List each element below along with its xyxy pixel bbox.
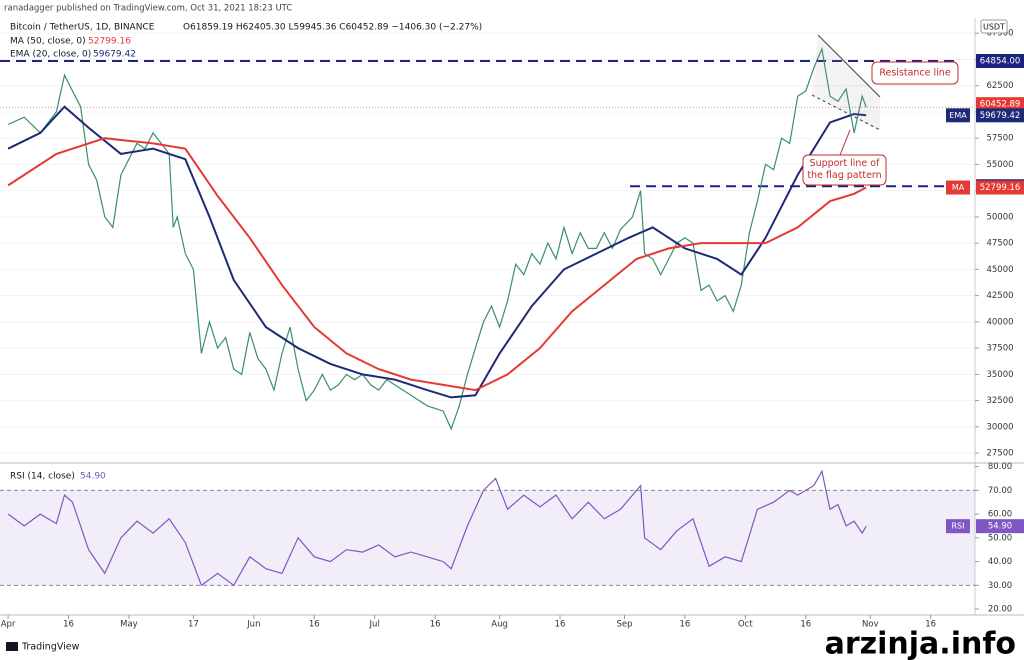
x-tick-label: 16 — [925, 620, 936, 630]
price-tag-label: 59679.42 — [980, 111, 1021, 121]
y-tick-label: 20.00 — [988, 605, 1012, 615]
y-tick-label: 60.00 — [988, 510, 1012, 520]
symbol: Bitcoin / TetherUS, 1D, BINANCE — [10, 23, 155, 33]
x-tick-label: May — [120, 620, 138, 630]
y-tick-label: 32500 — [986, 396, 1013, 406]
price-tag — [976, 108, 1024, 123]
logo-icon — [6, 642, 18, 651]
price-tag-label: 60452.89 — [980, 100, 1021, 110]
y-tick-label: 67500 — [986, 29, 1013, 39]
x-tick-label: Nov — [862, 620, 879, 630]
support-text-box: Support line of the flag pattern — [807, 158, 882, 181]
y-tick-label: 50.00 — [988, 533, 1012, 543]
y-tick-label: 45000 — [986, 265, 1013, 275]
rsi-band — [0, 490, 975, 586]
y-tick-label: 30.00 — [988, 581, 1012, 591]
x-tick-label: 16 — [555, 620, 566, 630]
x-tick-label: 16 — [430, 620, 441, 630]
x-tick-label: 16 — [680, 620, 691, 630]
ma-legend: MA (50, close, 0) — [10, 37, 86, 47]
ema-legend-value: 59679.42 — [93, 50, 136, 60]
series-line — [7, 137, 867, 392]
resistance-callout — [871, 61, 959, 85]
rsi-legend: RSI (14, close) — [10, 472, 75, 482]
y-tick-label: 50000 — [986, 212, 1013, 222]
x-tick-label: 16 — [800, 620, 811, 630]
y-tick-label: 70.00 — [988, 486, 1012, 496]
x-tick-label: Aug — [491, 620, 508, 630]
support-text: Support line of the flag pattern — [807, 158, 882, 181]
flag-shade — [812, 35, 880, 130]
publisher: ranadagger published on TradingView.com,… — [4, 4, 292, 14]
rsi-tag-name: RSI — [952, 522, 965, 531]
y-tick-label: 47500 — [986, 239, 1013, 249]
flag-lower-line — [811, 94, 881, 131]
x-tick-label: Jul — [369, 620, 380, 630]
ema-legend: EMA (20, close, 0) — [10, 50, 91, 60]
y-tick-label: 62500 — [986, 81, 1013, 91]
price-tag-label: 64854.00 — [980, 56, 1021, 66]
y-tick-label: 40.00 — [988, 557, 1012, 567]
currency: USDT — [983, 23, 1005, 32]
y-tick-label: 37500 — [986, 344, 1013, 354]
y-tick-label: 27500 — [986, 449, 1013, 459]
support-callout — [802, 154, 887, 186]
y-tick-label: 80.00 — [988, 462, 1012, 472]
series-line — [7, 469, 867, 587]
x-tick-label: 16 — [63, 620, 74, 630]
x-tick-label: Apr — [1, 620, 16, 630]
series-tag-name: EMA — [949, 111, 967, 120]
rsi-tag-box — [976, 519, 1024, 534]
support-pointer — [839, 129, 851, 156]
price-tag — [976, 180, 1024, 195]
y-tick-label: 40000 — [986, 317, 1013, 327]
y-tick-label: 55000 — [986, 160, 1013, 170]
series-tag-name: MA — [952, 183, 965, 192]
price-tag — [976, 53, 1024, 68]
x-tick-label: 17 — [188, 620, 199, 630]
flag-upper-line — [817, 34, 881, 98]
y-tick-label: 57500 — [986, 134, 1013, 144]
ma-legend-value: 52799.16 — [88, 37, 131, 47]
rsi-tag-name-box — [946, 519, 970, 534]
series-tag-name-box — [946, 180, 970, 195]
resistance-text: Resistance line — [879, 68, 951, 79]
x-tick-label: Oct — [738, 620, 753, 630]
x-tick-label: Jun — [246, 620, 260, 630]
series-tag-name-box — [946, 108, 970, 123]
y-tick-label: 35000 — [986, 370, 1013, 380]
currency-box — [980, 19, 1008, 34]
x-tick-label: Sep — [616, 620, 632, 630]
footer-logo: TradingView — [21, 642, 80, 653]
layers: 27500 30000 32500 35000 37500 40000 42500 45000… — [0, 29, 1024, 630]
ohlc: O61859.19 H62405.30 L59945.36 C60452.89 … — [183, 23, 482, 33]
rsi-tag-label: 54.90 — [988, 522, 1012, 532]
price-tag-label: 52799.16 — [980, 183, 1021, 193]
y-tick-label: 42500 — [986, 291, 1013, 301]
series-line — [7, 105, 867, 399]
y-tick-label: 30000 — [986, 422, 1013, 432]
watermark: arzinja.info — [825, 627, 1016, 660]
x-tick-label: 16 — [309, 620, 320, 630]
rsi-legend-value: 54.90 — [80, 472, 106, 482]
